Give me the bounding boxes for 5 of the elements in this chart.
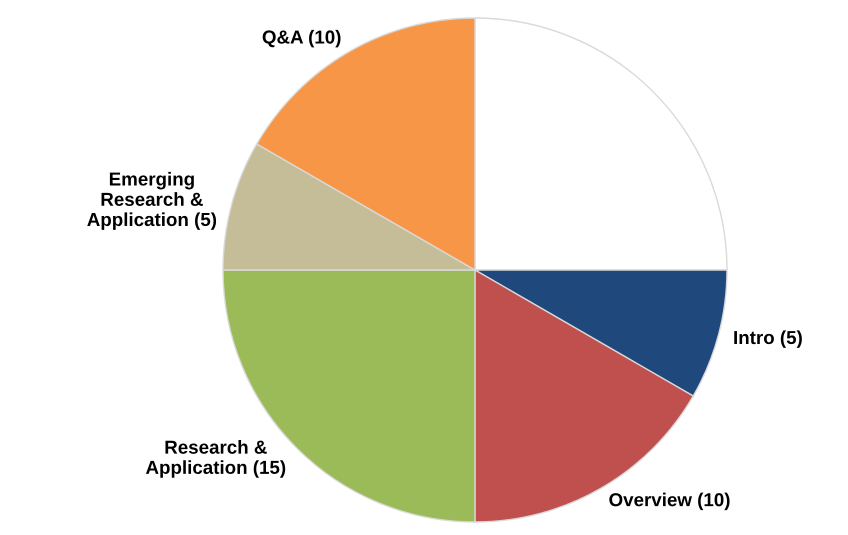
slice-label: Intro (5)	[734, 330, 802, 348]
slice-label: Emerging Research & Application (5)	[87, 172, 216, 230]
slice-label: Overview (10)	[609, 492, 730, 510]
slice-label: Research & Application (15)	[146, 440, 286, 478]
slice-label: Q&A (10)	[262, 30, 341, 48]
